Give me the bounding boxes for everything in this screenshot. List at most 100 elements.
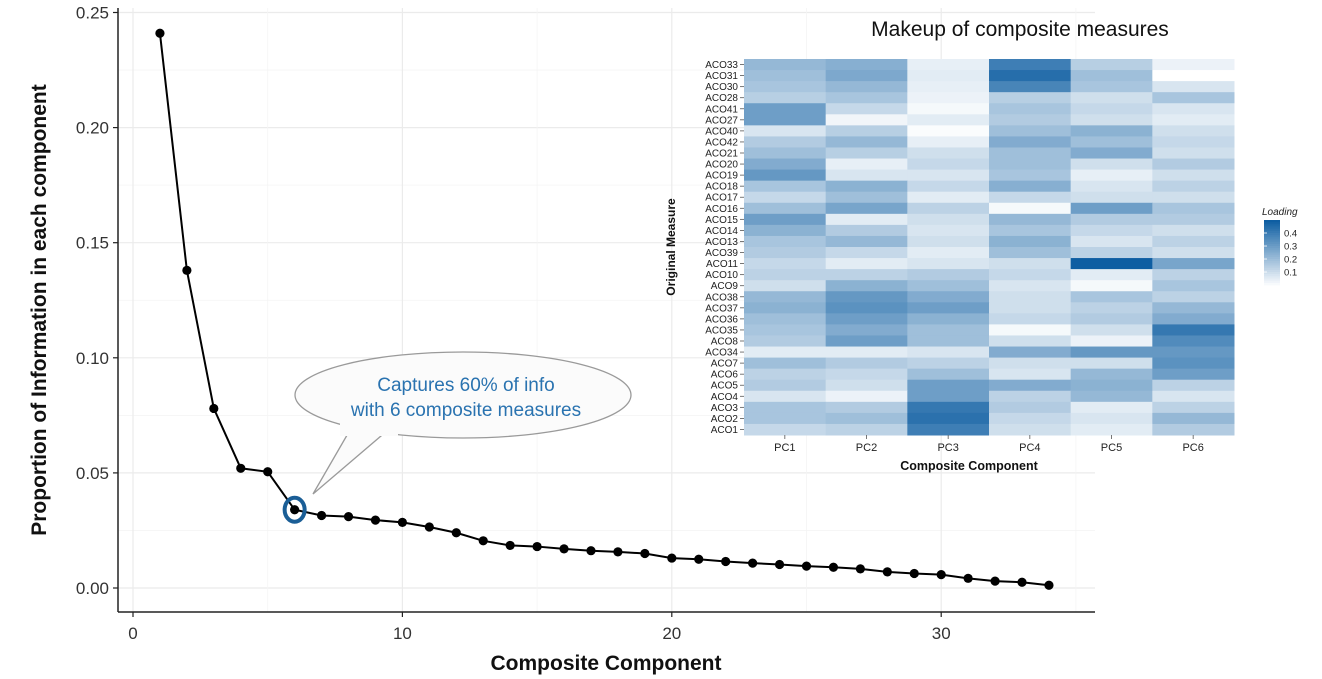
heatmap-cell: [989, 357, 1072, 370]
heatmap-cell: [1070, 70, 1153, 82]
heatmap-cell: [1070, 324, 1153, 336]
heatmap-cell: [1070, 313, 1153, 325]
legend-color-step: [1264, 272, 1280, 275]
heatmap-cell: [1152, 401, 1235, 414]
data-point: [290, 505, 300, 515]
row-label: ACO16: [705, 204, 738, 215]
heatmap-cell: [1070, 180, 1153, 193]
data-point: [263, 467, 273, 477]
heatmap-cell: [1070, 280, 1153, 292]
y-tick-label: 0.10: [76, 349, 109, 368]
heatmap-cell: [1070, 269, 1153, 281]
heatmap-cell: [744, 423, 827, 436]
heatmap-cell: [989, 368, 1072, 381]
legend-color-step: [1264, 280, 1280, 284]
heatmap-title: Makeup of composite measures: [871, 18, 1169, 41]
heatmap-cell: [989, 313, 1072, 325]
heatmap-cell: [989, 423, 1072, 436]
heatmap-cell: [825, 103, 908, 115]
heatmap-cell: [907, 191, 990, 204]
row-label: ACO28: [705, 93, 738, 104]
row-label: ACO30: [705, 82, 738, 93]
heatmap-cell: [989, 412, 1072, 425]
legend-tick-label: 0.1: [1284, 268, 1297, 279]
heatmap-cell: [1070, 247, 1153, 259]
heatmap-cell: [907, 302, 990, 314]
row-label: ACO38: [705, 292, 738, 303]
heatmap-cell: [1152, 379, 1235, 392]
y-tick-label: 0.05: [76, 464, 109, 483]
heatmap-cell: [989, 92, 1072, 104]
heatmap-cell: [1152, 103, 1235, 115]
heatmap-cell: [1070, 213, 1153, 226]
row-label: ACO18: [705, 182, 738, 193]
heatmap-cell: [989, 202, 1072, 215]
row-label: ACO36: [705, 314, 738, 325]
heatmap-cell: [1070, 423, 1153, 436]
row-label: ACO35: [705, 325, 738, 336]
heatmap-cell: [989, 59, 1072, 71]
x-axis-title: Composite Component: [491, 652, 722, 675]
legend-color-step: [1264, 261, 1280, 264]
row-label: ACO37: [705, 303, 738, 314]
data-point: [828, 562, 839, 572]
row-label: ACO31: [705, 71, 738, 82]
legend-color-step: [1264, 282, 1280, 286]
row-label: ACO40: [705, 126, 738, 137]
heatmap-cell: [1152, 213, 1235, 226]
row-label: ACO10: [705, 270, 738, 281]
heatmap-cell: [1152, 136, 1235, 148]
x-tick-label: 0: [128, 624, 137, 643]
heatmap-cell: [744, 235, 827, 248]
heatmap-cell: [907, 335, 990, 348]
data-point: [1044, 580, 1054, 590]
x-tick-label: 20: [662, 624, 681, 643]
heatmap-cell: [1152, 114, 1235, 126]
heatmap-cell: [744, 379, 827, 392]
heatmap-cell: [907, 59, 990, 71]
heatmap-cell: [1070, 412, 1153, 425]
heatmap-cell: [907, 147, 990, 160]
heatmap-cell: [989, 70, 1072, 82]
heatmap-cell: [1070, 114, 1153, 126]
heatmap-cell: [1152, 235, 1235, 248]
data-point: [559, 544, 569, 554]
heatmap-cell: [744, 114, 827, 126]
row-label: ACO4: [711, 392, 739, 403]
heatmap-cell: [744, 158, 827, 171]
heatmap-cell: [1070, 103, 1153, 115]
heatmap-cell: [1152, 92, 1235, 104]
heatmap-cell: [907, 390, 990, 403]
heatmap-cell: [825, 180, 908, 193]
heatmap-inset: Makeup of composite measuresACO33ACO31AC…: [664, 18, 1298, 473]
data-point: [721, 556, 731, 567]
y-tick-label: 0.20: [76, 119, 109, 138]
callout-tail: [312, 429, 390, 495]
row-label: ACO33: [705, 60, 738, 71]
heatmap-cell: [825, 247, 908, 259]
heatmap-cell: [1070, 202, 1153, 215]
data-point: [182, 265, 192, 275]
heatmap-cell: [989, 401, 1072, 414]
heatmap-cell: [907, 202, 990, 215]
legend-color-step: [1264, 235, 1280, 238]
heatmap-cell: [907, 412, 990, 425]
legend-color-step: [1264, 222, 1280, 225]
heatmap-cell: [1070, 346, 1153, 359]
heatmap-cell: [1152, 324, 1235, 336]
legend-color-step: [1264, 241, 1280, 245]
x-tick-label: 10: [393, 624, 412, 643]
heatmap-cell: [744, 103, 827, 115]
legend-color-step: [1264, 278, 1280, 282]
heatmap-cell: [989, 147, 1072, 160]
data-point: [397, 517, 407, 527]
heatmap-cell: [989, 302, 1072, 314]
data-point: [855, 564, 865, 574]
legend-color-step: [1264, 265, 1280, 269]
data-point: [801, 561, 812, 571]
heatmap-cell: [989, 390, 1072, 403]
heatmap-cell: [1152, 280, 1235, 292]
heatmap-cell: [825, 224, 908, 237]
column-label: PC6: [1182, 442, 1203, 454]
heatmap-cell: [989, 291, 1072, 303]
